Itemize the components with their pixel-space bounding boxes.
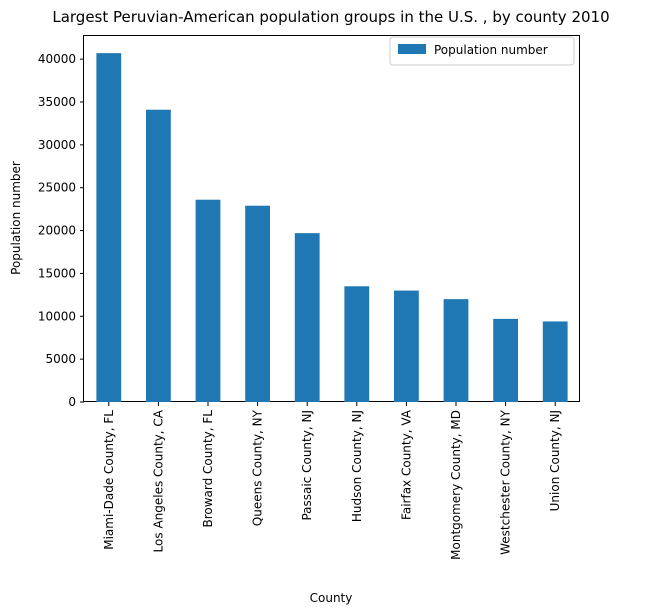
x-tick-label-0: Miami-Dade County, FL xyxy=(102,410,116,550)
x-tick-label-6: Fairfax County, VA xyxy=(399,409,413,520)
chart-title: Largest Peruvian-American population gro… xyxy=(52,8,609,26)
y-axis: 0 5000 10000 15000 20000 25000 30000 35000 40000 xyxy=(38,52,84,409)
y-tick-label-0: 0 xyxy=(68,395,76,409)
x-tick-label-4: Passaic County, NJ xyxy=(300,410,314,521)
bar-8 xyxy=(493,318,518,402)
x-tick-label-1: Los Angeles County, CA xyxy=(151,409,165,552)
bar-9 xyxy=(542,321,568,402)
x-tick-label-8: Westchester County, NY xyxy=(499,409,513,555)
y-tick-label-4: 20000 xyxy=(38,224,76,238)
plot-area xyxy=(83,35,580,402)
legend-swatch xyxy=(398,44,426,54)
bar-5 xyxy=(344,286,370,402)
y-tick-label-7: 35000 xyxy=(38,95,76,109)
bar-series xyxy=(96,53,568,403)
legend-frame xyxy=(389,36,575,66)
x-tick-label-9: Union County, NJ xyxy=(548,410,562,511)
bar-4 xyxy=(294,233,320,402)
bar-1 xyxy=(146,109,171,402)
bar-2 xyxy=(195,199,221,402)
y-tick-label-8: 40000 xyxy=(38,52,76,66)
x-tick-label-2: Broward County, FL xyxy=(201,410,215,528)
x-tick-label-3: Queens County, NY xyxy=(251,409,265,526)
x-tick-label-7: Montgomery County, MD xyxy=(449,410,463,560)
legend: Population number xyxy=(389,36,575,66)
y-tick-label-3: 15000 xyxy=(38,266,76,280)
x-axis: Miami-Dade County, FL Los Angeles County,… xyxy=(102,402,562,560)
legend-label: Population number xyxy=(434,43,548,57)
bar-0 xyxy=(96,53,122,403)
y-tick-label-5: 25000 xyxy=(38,181,76,195)
y-tick-label-2: 10000 xyxy=(38,309,76,323)
bar-6 xyxy=(394,290,419,402)
x-tick-label-5: Hudson County, NJ xyxy=(350,410,364,522)
bar-3 xyxy=(245,205,270,402)
y-tick-label-6: 30000 xyxy=(38,138,76,152)
x-axis-label: County xyxy=(310,591,353,605)
y-tick-label-1: 5000 xyxy=(45,352,76,366)
bar-7 xyxy=(443,299,469,402)
y-axis-label: Population number xyxy=(9,161,23,275)
